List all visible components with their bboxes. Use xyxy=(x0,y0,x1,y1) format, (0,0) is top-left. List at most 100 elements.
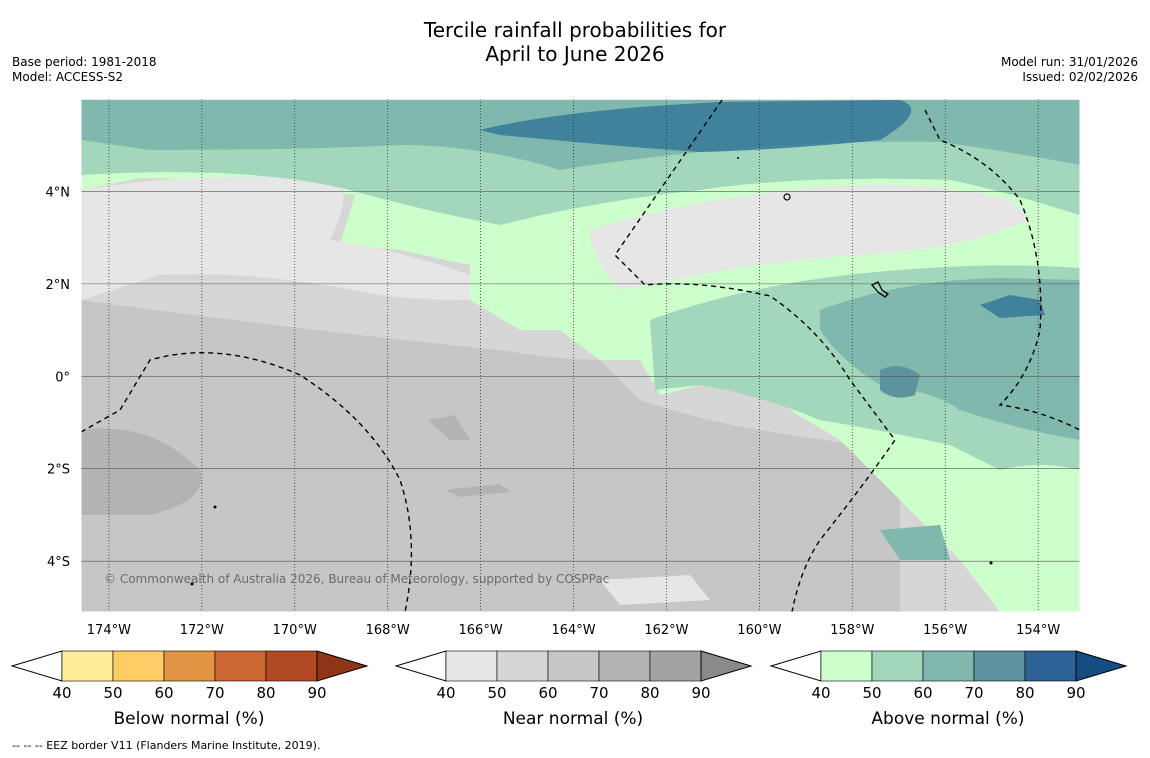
lon-tick-label: 172°W xyxy=(180,623,224,638)
field-near-40-d xyxy=(81,176,470,300)
colorbar-tick-label: 50 xyxy=(103,684,122,702)
colorbar-tick-label: 90 xyxy=(1066,684,1085,702)
colorbar-swatch xyxy=(496,650,549,682)
colorbar-extend-high xyxy=(700,650,753,682)
eez-border-west xyxy=(81,352,413,612)
colorbar-extend-low xyxy=(10,650,63,682)
colorbar-swatch xyxy=(445,650,498,682)
lat-tick-label: 2°S xyxy=(47,463,70,478)
lon-tick-label: 154°W xyxy=(1016,623,1060,638)
field-near-60-b xyxy=(640,450,755,540)
colorbar-extend-low xyxy=(394,650,447,682)
eez-footnote: -- -- -- EEZ border V11 (Flanders Marine… xyxy=(12,739,321,752)
field-near-70-b xyxy=(445,484,510,497)
colorbar-swatch xyxy=(820,650,873,682)
lon-tick-label: 170°W xyxy=(273,623,317,638)
lat-tick-label: 2°N xyxy=(46,278,71,293)
colorbar-tick-label: 70 xyxy=(205,684,224,702)
colorbar-swatch xyxy=(649,650,702,682)
colorbar-swatch xyxy=(112,650,165,682)
field-above-70-c xyxy=(880,366,920,398)
colorbar-tick-label: 60 xyxy=(154,684,173,702)
meta-left: Base period: 1981-2018 Model: ACCESS-S2 xyxy=(12,55,157,85)
colorbar-swatch xyxy=(163,650,216,682)
island-d xyxy=(737,157,739,159)
colorbar-tick-label: 50 xyxy=(487,684,506,702)
colorbar-near: 40 50 60 70 80 90 xyxy=(394,650,753,702)
colorbar-swatch xyxy=(598,650,651,682)
lon-tick-label: 166°W xyxy=(459,623,503,638)
grid-lines xyxy=(81,99,1080,612)
eez-border-east xyxy=(924,109,1080,431)
colorbar-tick-label: 90 xyxy=(691,684,710,702)
lon-tick-labels: 174°W 172°W 170°W 168°W 166°W 164°W 162°W 160°W… xyxy=(87,623,1061,638)
field-near-40-e xyxy=(590,184,1030,290)
colorbar-tick-label: 70 xyxy=(964,684,983,702)
colorbar-tick-label: 60 xyxy=(913,684,932,702)
lat-tick-labels: 4°N 2°N 0° 2°S 4°S xyxy=(46,185,71,570)
lat-tick-label: 4°S xyxy=(47,555,70,570)
colorbar-swatch xyxy=(265,650,318,682)
colorbar-tick-label: 80 xyxy=(640,684,659,702)
meta-right: Model run: 31/01/2026 Issued: 02/02/2026 xyxy=(1001,55,1138,85)
copyright-credit: © Commonwealth of Australia 2026, Bureau… xyxy=(104,572,610,586)
colorbar-tick-label: 40 xyxy=(811,684,830,702)
field-above-70-b xyxy=(980,295,1045,318)
colorbar-below: 40 50 60 70 80 90 xyxy=(10,650,369,702)
field-above-60-a xyxy=(880,525,950,560)
model-name: Model: ACCESS-S2 xyxy=(12,70,124,84)
field-near-70-c xyxy=(428,415,470,440)
colorbar-extend-low xyxy=(769,650,822,682)
map-title: Tercile rainfall probabilities for April… xyxy=(0,18,1150,66)
colorbar-swatch xyxy=(871,650,924,682)
colorbar-tick-label: 60 xyxy=(538,684,557,702)
colorbar-above: 40 50 60 70 80 90 xyxy=(769,650,1128,702)
colorbar-swatch xyxy=(973,650,1026,682)
island-c xyxy=(989,561,993,565)
lon-tick-label: 160°W xyxy=(737,623,781,638)
colorbar-extend-high xyxy=(1075,650,1128,682)
colorbar-swatch xyxy=(1024,650,1077,682)
lon-tick-label: 156°W xyxy=(923,623,967,638)
colorbar-tick-label: 90 xyxy=(307,684,326,702)
issued-date: Issued: 02/02/2026 xyxy=(1022,70,1138,84)
eez-border-central xyxy=(614,99,896,612)
map-title-line2: April to June 2026 xyxy=(485,42,665,66)
colorbar-swatch xyxy=(547,650,600,682)
field-above-60-c xyxy=(820,278,1080,440)
colorbar-swatch xyxy=(61,650,114,682)
lon-tick-label: 158°W xyxy=(830,623,874,638)
lon-tick-label: 162°W xyxy=(644,623,688,638)
lat-tick-label: 0° xyxy=(55,370,70,385)
island-tabuaeran xyxy=(783,193,791,201)
colorbar-swatch xyxy=(922,650,975,682)
field-near-40-a xyxy=(600,575,710,605)
map-title-line1: Tercile rainfall probabilities for xyxy=(423,18,727,42)
lon-tick-label: 174°W xyxy=(87,623,131,638)
lon-tick-label: 168°W xyxy=(366,623,410,638)
colorbar-extend-high xyxy=(316,650,369,682)
map-frame xyxy=(80,98,1081,613)
field-above-70-a xyxy=(480,100,912,152)
colorbar-swatch xyxy=(214,650,267,682)
colorbar-title-above: Above normal (%) xyxy=(871,709,1025,729)
lon-tick-label: 164°W xyxy=(551,623,595,638)
colorbar-tick-label: 70 xyxy=(589,684,608,702)
colorbar-tick-label: 50 xyxy=(862,684,881,702)
model-run: Model run: 31/01/2026 xyxy=(1000,55,1138,69)
colorbar-title-below: Below normal (%) xyxy=(113,709,265,729)
island-b xyxy=(190,582,194,586)
colorbars: 40 50 60 70 80 90 40 50 60 70 80 90 40 50 60 70 80 90 xyxy=(10,650,1128,702)
colorbar-tick-label: 80 xyxy=(256,684,275,702)
colorbar-tick-label: 40 xyxy=(436,684,455,702)
lat-tick-label: 4°N xyxy=(46,185,71,200)
base-period: Base period: 1981-2018 xyxy=(12,55,157,69)
island-kiritimati xyxy=(870,281,890,298)
field-near-70-a xyxy=(81,428,202,515)
island-a xyxy=(213,505,217,509)
colorbar-tick-label: 80 xyxy=(1015,684,1034,702)
probability-field xyxy=(81,99,1080,612)
colorbar-title-near: Near normal (%) xyxy=(502,709,644,729)
colorbar-tick-label: 40 xyxy=(52,684,71,702)
